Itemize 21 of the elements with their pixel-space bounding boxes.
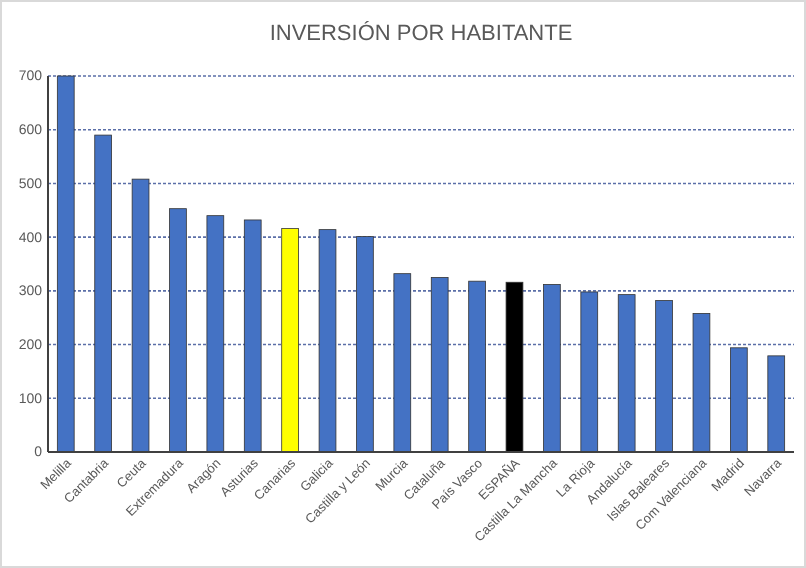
bar [131, 178, 150, 453]
bar [430, 277, 449, 453]
bar [281, 228, 299, 453]
bar [56, 75, 75, 453]
bar [543, 284, 561, 453]
bar [206, 215, 225, 453]
bar [169, 208, 187, 453]
bar [580, 291, 599, 453]
bar [655, 300, 673, 453]
bar [692, 313, 711, 453]
bar [617, 294, 636, 453]
bar [468, 280, 486, 453]
bar [243, 219, 262, 453]
bar [94, 134, 112, 453]
bar [767, 355, 786, 453]
bar [730, 347, 748, 453]
bar [505, 281, 524, 453]
bar [318, 229, 337, 453]
bar [393, 273, 412, 453]
bar [356, 236, 374, 453]
chart-title: INVERSIÓN POR HABITANTE [269, 20, 573, 46]
